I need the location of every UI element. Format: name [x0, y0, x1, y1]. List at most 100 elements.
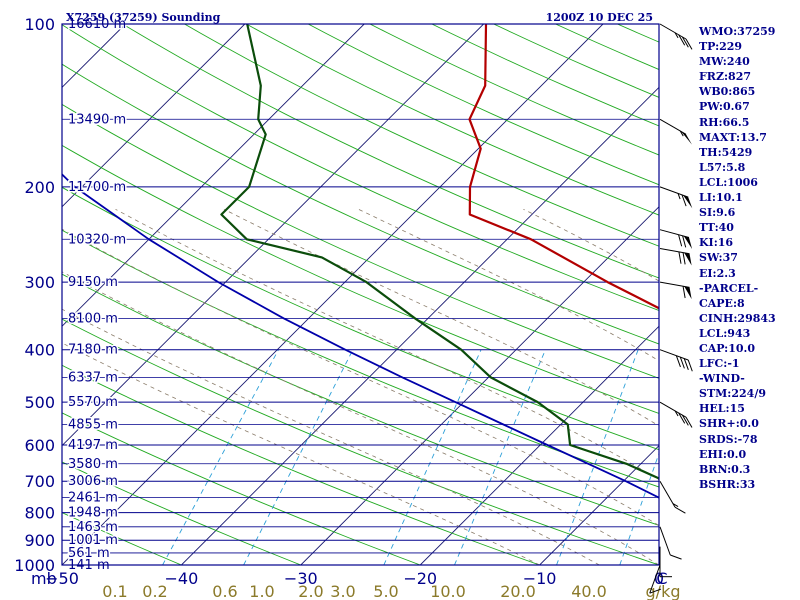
height-label: 4197 m	[68, 438, 118, 453]
wind-barb-flag	[685, 38, 693, 50]
isotherm-line	[62, 24, 604, 565]
wind-barb	[659, 546, 672, 578]
dry-adiabat-line	[62, 186, 659, 451]
stability-index: KI:16	[699, 236, 734, 250]
wind-barb-half-flag	[677, 193, 681, 200]
stability-index: TT:40	[699, 221, 734, 235]
stability-index: EHI:0.0	[699, 447, 747, 461]
wind-barb	[659, 248, 692, 266]
wind-barb	[649, 564, 662, 594]
pressure-tick-label: 800	[24, 504, 55, 523]
wind-barb-flag	[681, 414, 689, 426]
isotherm-line	[0, 24, 6, 565]
wind-barb-staff	[659, 526, 671, 556]
wind-barb-half-flag	[672, 503, 679, 507]
wind-barb-staff	[659, 281, 690, 288]
stability-index: SHR+:0.0	[699, 417, 759, 431]
stability-index: EI:2.3	[699, 266, 736, 280]
temperature-tick-label: −10	[523, 569, 557, 588]
height-label: 4855 m	[68, 418, 118, 433]
height-label: 13490 m	[68, 112, 126, 127]
mixing-ratio-label: 5.0	[373, 582, 398, 600]
wind-barb-flag	[675, 355, 681, 368]
mixing-ratio-label: 3.0	[330, 582, 355, 600]
dry-adiabat-line	[122, 24, 659, 279]
dry-adiabat-line	[62, 103, 659, 379]
wind-barb-half-flag	[679, 130, 684, 137]
height-label: 5570 m	[68, 395, 118, 410]
stability-index: L57:5.8	[699, 160, 746, 174]
isotherm-line	[539, 444, 659, 565]
wind-barb-flag	[682, 252, 686, 265]
dry-adiabat-line	[62, 364, 540, 565]
parcel-trace	[62, 173, 659, 499]
temperature-tick-label: −40	[165, 569, 199, 588]
stability-index: MW:240	[699, 55, 750, 69]
chart-title-left: X7259 (37259) Sounding	[66, 11, 221, 24]
dry-adiabat-line	[62, 63, 659, 345]
pressure-tick-label: 200	[24, 178, 55, 197]
wind-barb	[659, 349, 693, 372]
pressure-tick-label: 500	[24, 393, 55, 412]
height-label: 11700 m	[68, 180, 126, 195]
temperature-tick-label: −50	[45, 569, 79, 588]
wind-barb-pennant	[684, 252, 692, 266]
chart-title-right: 1200Z 10 DEC 25	[546, 11, 653, 24]
wind-barb-staff	[659, 248, 690, 255]
mixing-ratio-line	[162, 349, 279, 565]
temperature-unit-label: C	[656, 569, 667, 588]
height-label: 1948 m	[68, 506, 118, 521]
stability-index: STM:224/9	[699, 387, 766, 401]
wind-barb	[659, 23, 693, 50]
wind-barb-flag	[681, 36, 689, 48]
pressure-tick-label: 1000	[14, 556, 55, 575]
stability-index: TP:229	[699, 40, 743, 54]
wind-barb-flag	[682, 235, 687, 248]
wind-barb-half-flag	[674, 410, 679, 417]
height-label: 561 m	[68, 546, 110, 561]
pressure-tick-label: 300	[24, 273, 55, 292]
height-label: 8100 m	[68, 311, 118, 326]
wind-barb-staff	[659, 229, 690, 238]
temperature-trace	[468, 24, 659, 310]
stability-index: TH:5429	[699, 145, 753, 159]
pressure-tick-label: 700	[24, 472, 55, 491]
wind-barb-pennant	[681, 131, 692, 145]
temperature-tick-label: −30	[284, 569, 318, 588]
isotherm-line	[300, 206, 659, 565]
stability-index: FRZ:827	[699, 70, 752, 84]
mixing-ratio-label: 20.0	[500, 582, 536, 600]
stability-index: -PARCEL-	[699, 281, 759, 295]
dry-adiabat-line	[62, 24, 659, 312]
stability-index: -WIND-	[699, 372, 745, 386]
stability-index: WMO:37259	[699, 25, 776, 38]
height-label: 10320 m	[68, 232, 126, 247]
wind-barb-flag	[678, 234, 683, 247]
isotherm-line	[62, 24, 365, 327]
wind-barb-staff	[659, 23, 687, 40]
pressure-tick-label: 100	[24, 15, 55, 34]
pressure-tick-label: 600	[24, 436, 55, 455]
wind-barb-flag	[681, 194, 687, 207]
mixing-ratio-label: 0.1	[102, 582, 127, 600]
stability-index: RH:66.5	[699, 115, 750, 129]
dry-adiabat-line	[369, 24, 659, 156]
height-label: 3006 m	[68, 474, 118, 489]
dry-adiabat-line	[184, 24, 659, 247]
height-label: 7180 m	[68, 343, 118, 358]
dry-adiabat-line	[246, 24, 659, 216]
dry-adiabat-line	[62, 412, 421, 565]
wind-barb-half-flag	[674, 32, 679, 39]
dry-adiabat-line	[62, 229, 659, 488]
dry-adiabat-line	[62, 318, 659, 565]
moist-adiabat-line	[115, 208, 659, 481]
height-label: 1463 m	[68, 520, 118, 535]
pressure-tick-label: 400	[24, 341, 55, 360]
wind-barb-staff	[659, 118, 687, 135]
moist-adiabat-line	[62, 342, 540, 565]
wind-barb	[659, 401, 693, 428]
wind-barb-staff	[649, 564, 661, 594]
stability-index: LCL:1006	[699, 175, 758, 189]
wind-barb-flag	[682, 286, 686, 299]
